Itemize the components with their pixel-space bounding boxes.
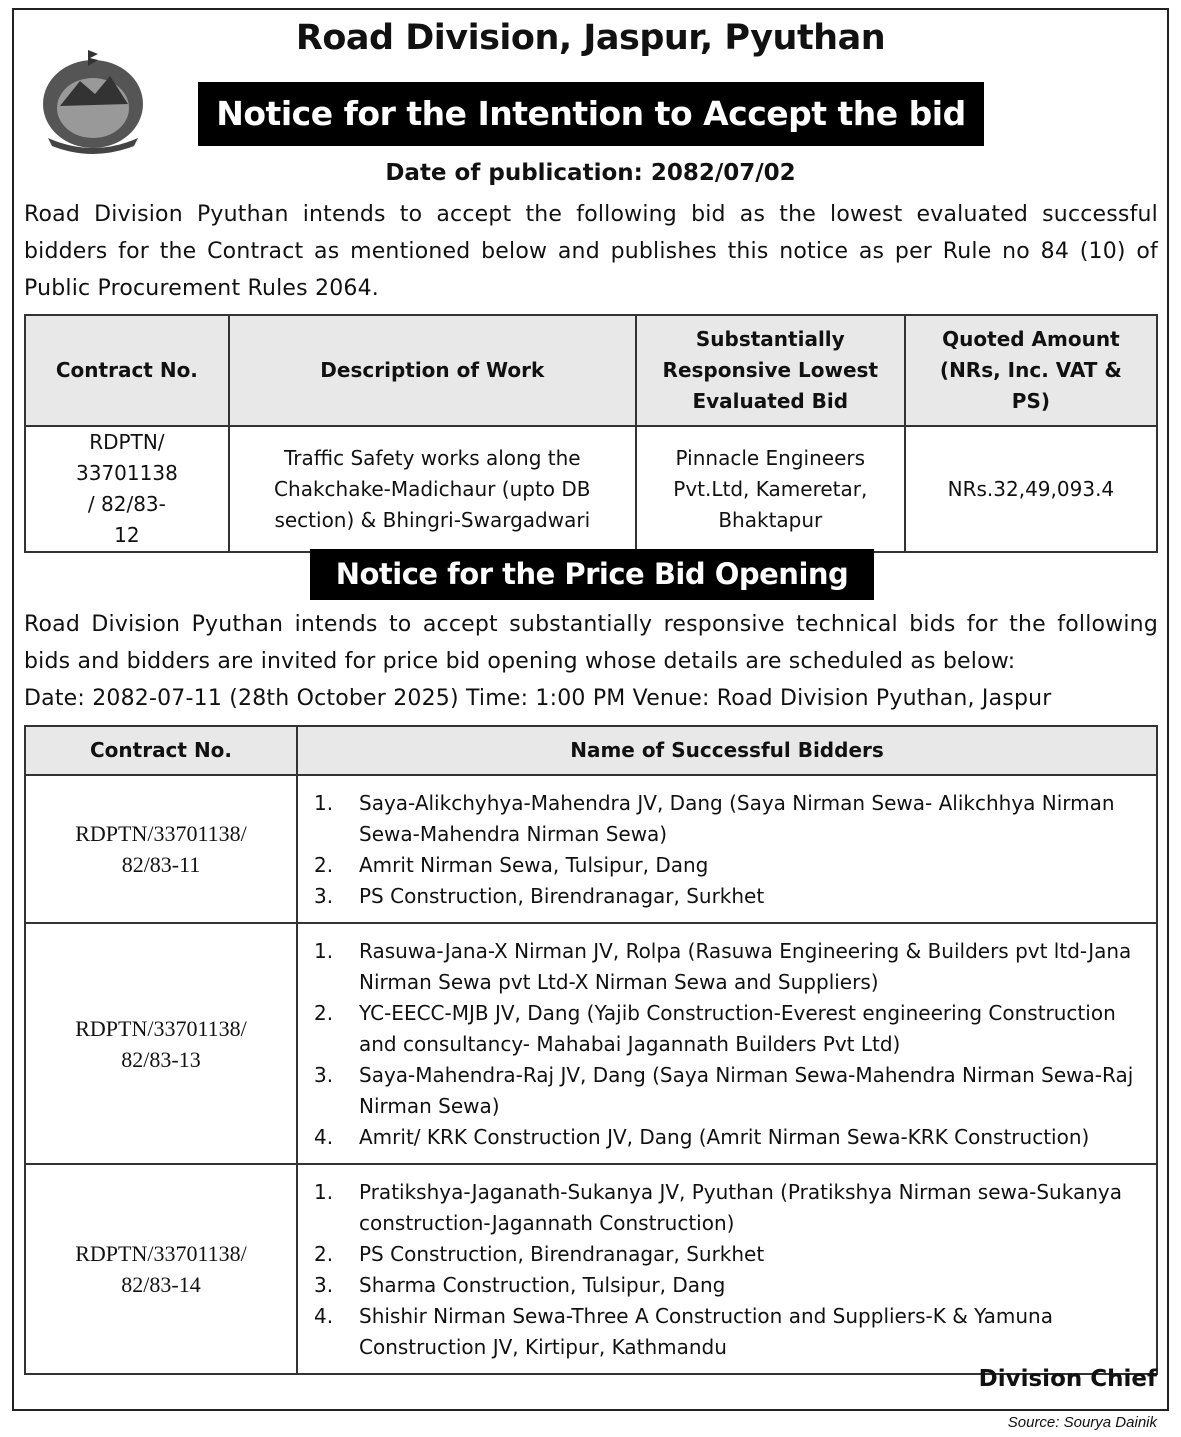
price-bid-text: Road Division Pyuthan intends to accept … xyxy=(24,612,1158,674)
bidder-name: Amrit/ KRK Construction JV, Dang (Amrit … xyxy=(359,1125,1090,1149)
list-item: 4. Amrit/ KRK Construction JV, Dang (Amri… xyxy=(314,1122,1146,1153)
contract-no: RDPTN/33701138/ 82/83-14 xyxy=(24,1163,298,1375)
notice-banner-accept-bid: Notice for the Intention to Accept the b… xyxy=(198,82,984,146)
bidder-name: Shishir Nirman Sewa-Three A Construction… xyxy=(359,1304,1053,1359)
contract-no: RDPTN/ 33701138 / 82/83-12 xyxy=(24,425,230,553)
intro-paragraph: Road Division Pyuthan intends to accept … xyxy=(24,202,1158,301)
table-row: RDPTN/33701138/ 82/83-13 1. Rasuwa-Jana-X… xyxy=(24,922,1158,1165)
table-header-row: Contract No. Description of Work Substan… xyxy=(24,314,1159,427)
item-number: 1. xyxy=(314,1180,334,1204)
bidders-list: 1. Rasuwa-Jana-X Nirman JV, Rolpa (Rasuwa… xyxy=(296,922,1158,1165)
list-item: 1. Rasuwa-Jana-X Nirman JV, Rolpa (Rasuwa… xyxy=(314,936,1146,998)
item-number: 1. xyxy=(314,939,334,963)
bidder-name: Saya-Alikchyhya-Mahendra JV, Dang (Saya … xyxy=(359,791,1115,846)
bidder-name: Pratikshya-Jaganath-Sukanya JV, Pyuthan … xyxy=(359,1180,1122,1235)
header-quoted-amount: Quoted Amount (NRs, Inc. VAT & PS) xyxy=(903,314,1159,427)
bidder-name: PS Construction, Birendranagar, Surkhet xyxy=(359,884,765,908)
price-bid-paragraph: Road Division Pyuthan intends to accept … xyxy=(24,606,1158,717)
contract-no: RDPTN/33701138/ 82/83-11 xyxy=(24,774,298,924)
bidders-list: 1. Saya-Alikchyhya-Mahendra JV, Dang (Say… xyxy=(296,774,1158,924)
list-item: 1. Saya-Alikchyhya-Mahendra JV, Dang (Say… xyxy=(314,788,1146,850)
bidder-name: Pinnacle Engineers Pvt.Ltd, Kameretar, B… xyxy=(634,425,906,553)
notice-banner-price-bid: Notice for the Price Bid Opening xyxy=(310,549,874,600)
list-item: 4. Shishir Nirman Sewa-Three A Constructi… xyxy=(314,1301,1146,1363)
header-contract-no: Contract No. xyxy=(24,314,230,427)
header-description: Description of Work xyxy=(227,314,637,427)
list-item: 2. Amrit Nirman Sewa, Tulsipur, Dang xyxy=(314,850,1146,881)
table-row: RDPTN/33701138/ 82/83-14 1. Pratikshya-Ja… xyxy=(24,1163,1158,1375)
list-item: 1. Pratikshya-Jaganath-Sukanya JV, Pyutha… xyxy=(314,1177,1146,1239)
list-item: 3. Saya-Mahendra-Raj JV, Dang (Saya Nirma… xyxy=(314,1060,1146,1122)
accepted-bid-table: Contract No. Description of Work Substan… xyxy=(24,314,1159,553)
quoted-amount: NRs.32,49,093.4 xyxy=(903,425,1159,553)
contract-no: RDPTN/33701138/ 82/83-13 xyxy=(24,922,298,1165)
list-item: 3. PS Construction, Birendranagar, Surkhe… xyxy=(314,881,1146,912)
bidder-name: Rasuwa-Jana-X Nirman JV, Rolpa (Rasuwa E… xyxy=(359,939,1132,994)
bidders-list: 1. Pratikshya-Jaganath-Sukanya JV, Pyutha… xyxy=(296,1163,1158,1375)
table-row: RDPTN/ 33701138 / 82/83-12 Traffic Safet… xyxy=(24,425,1159,553)
item-number: 3. xyxy=(314,1273,334,1297)
list-item: 2. YC-EECC-MJB JV, Dang (Yajib Constructi… xyxy=(314,998,1146,1060)
table-row: RDPTN/33701138/ 82/83-11 1. Saya-Alikchyh… xyxy=(24,774,1158,924)
signatory: Division Chief xyxy=(978,1366,1157,1392)
nepal-emblem-logo xyxy=(43,50,143,154)
work-description: Traffic Safety works along the Chakchake… xyxy=(227,425,637,553)
notice-frame xyxy=(12,8,1169,1411)
bidder-name: Amrit Nirman Sewa, Tulsipur, Dang xyxy=(359,853,709,877)
item-number: 2. xyxy=(314,853,334,877)
item-number: 4. xyxy=(314,1125,334,1149)
bidder-name: YC-EECC-MJB JV, Dang (Yajib Construction… xyxy=(359,1001,1116,1056)
item-number: 4. xyxy=(314,1304,334,1328)
list-item: 2. PS Construction, Birendranagar, Surkhe… xyxy=(314,1239,1146,1270)
schedule-text: Date: 2082-07-11 (28th October 2025) Tim… xyxy=(24,686,1052,711)
table-header-row: Contract No. Name of Successful Bidders xyxy=(24,725,1158,776)
item-number: 2. xyxy=(314,1242,334,1266)
page-title: Road Division, Jaspur, Pyuthan xyxy=(295,18,886,58)
item-number: 3. xyxy=(314,884,334,908)
item-number: 3. xyxy=(314,1063,334,1087)
header-contract-no: Contract No. xyxy=(24,725,298,776)
bidder-name: Saya-Mahendra-Raj JV, Dang (Saya Nirman … xyxy=(359,1063,1134,1118)
source-credit: Source: Sourya Dainik xyxy=(1007,1414,1157,1431)
publication-date: Date of publication: 2082/07/02 xyxy=(385,160,796,186)
bidder-name: PS Construction, Birendranagar, Surkhet xyxy=(359,1242,765,1266)
header-bidders: Name of Successful Bidders xyxy=(296,725,1158,776)
successful-bidders-table: Contract No. Name of Successful Bidders … xyxy=(24,725,1158,1375)
item-number: 2. xyxy=(314,1001,334,1025)
header-lowest-bid: Substantially Responsive Lowest Evaluate… xyxy=(634,314,906,427)
list-item: 3. Sharma Construction, Tulsipur, Dang xyxy=(314,1270,1146,1301)
bidder-name: Sharma Construction, Tulsipur, Dang xyxy=(359,1273,726,1297)
item-number: 1. xyxy=(314,791,334,815)
